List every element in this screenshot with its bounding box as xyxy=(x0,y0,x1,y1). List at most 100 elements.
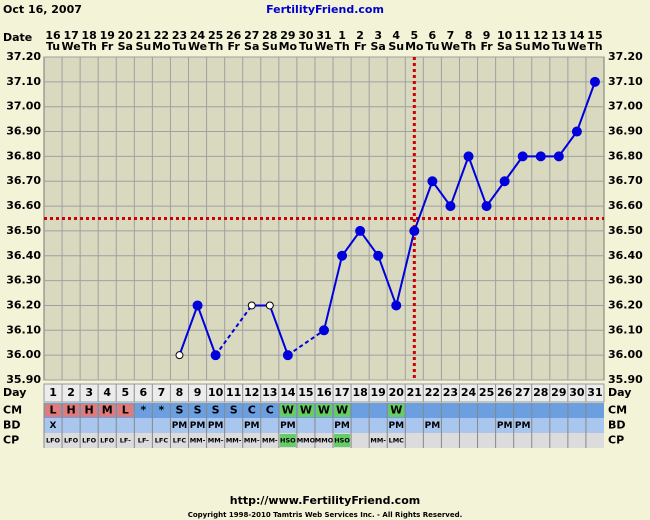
date-label: 22 xyxy=(154,29,169,42)
date-label: 23 xyxy=(172,29,187,42)
row-cell: HSO xyxy=(280,437,296,445)
day-number: 8 xyxy=(176,386,184,399)
weekday-label: We xyxy=(567,40,586,53)
weekday-label: Mo xyxy=(152,40,171,53)
date-label: 8 xyxy=(465,29,473,42)
row-cell: PM xyxy=(388,421,404,431)
weekday-label: Th xyxy=(587,40,602,53)
row-cell: PM xyxy=(280,421,296,431)
date-label: 19 xyxy=(100,29,115,42)
temp-segment xyxy=(485,180,506,207)
y-tick-label: 36.30 xyxy=(6,274,41,287)
weekday-label: Fr xyxy=(228,40,241,53)
y-tick-label-right: 36.80 xyxy=(608,149,643,162)
y-tick-label: 37.10 xyxy=(6,75,41,88)
row-cell: * xyxy=(159,404,165,417)
y-tick-label-right: 37.10 xyxy=(608,75,643,88)
day-number: 28 xyxy=(533,386,548,399)
day-number: 20 xyxy=(389,386,405,399)
row-cell: PM xyxy=(208,421,224,431)
y-tick-label-right: 36.20 xyxy=(608,298,643,311)
y-tick-label: 36.40 xyxy=(6,249,41,262)
cell-highlight xyxy=(99,404,116,417)
row-cell: MM- xyxy=(190,437,206,445)
y-tick-label: 36.60 xyxy=(6,199,41,212)
weekday-label: Sa xyxy=(118,40,133,53)
date-label: 15 xyxy=(587,29,602,42)
weekday-label: Fr xyxy=(480,40,493,53)
open-point xyxy=(265,301,274,310)
point xyxy=(282,350,293,361)
row-cell: LMC xyxy=(389,437,405,445)
day-number: 29 xyxy=(551,386,566,399)
row-cell: MM- xyxy=(244,437,260,445)
row-cell: C xyxy=(266,404,274,417)
date-label: 13 xyxy=(551,29,566,42)
row-cell: S xyxy=(230,404,238,417)
y-tick-label: 36.50 xyxy=(6,224,41,237)
row-cell: LFC xyxy=(173,437,187,445)
date-label: 25 xyxy=(208,29,223,42)
row-cell: W xyxy=(318,404,330,417)
y-tick-label: 36.80 xyxy=(6,149,41,162)
weekday-label: Tu xyxy=(425,40,439,53)
point xyxy=(517,151,528,162)
row-cell: H xyxy=(66,404,75,417)
row-cell: LF- xyxy=(120,437,131,445)
cell-highlight xyxy=(63,404,80,417)
weekday-label: Th xyxy=(208,40,223,53)
row-cell: L xyxy=(50,404,57,417)
row-cell: LF- xyxy=(138,437,149,445)
weekday-label: We xyxy=(188,40,207,53)
weekday-label: Tu xyxy=(299,40,313,53)
date-label: 26 xyxy=(226,29,242,42)
point xyxy=(192,300,203,311)
date-label: 24 xyxy=(190,29,206,42)
open-point xyxy=(247,301,256,310)
y-tick-label-right: 35.90 xyxy=(608,373,643,386)
point xyxy=(571,126,582,137)
row-cell: S xyxy=(194,404,202,417)
day-number: 12 xyxy=(244,386,259,399)
temp-segment xyxy=(413,180,434,232)
row-label: CM xyxy=(3,404,22,417)
weekday-label: We xyxy=(314,40,333,53)
day-number: 18 xyxy=(352,386,367,399)
row-cell: MM- xyxy=(208,437,224,445)
point xyxy=(319,325,329,336)
row-cell: MMO xyxy=(315,437,334,445)
temp-segment xyxy=(575,81,596,132)
row-band xyxy=(44,418,604,433)
date-label: 16 xyxy=(45,29,61,42)
y-tick-label-right: 36.90 xyxy=(608,125,643,138)
row-cell: PM xyxy=(425,421,441,431)
cell-highlight xyxy=(279,434,296,447)
weekday-label: Mo xyxy=(279,40,298,53)
point xyxy=(337,250,348,261)
date-label: 10 xyxy=(497,29,513,42)
row-cell: W xyxy=(336,404,348,417)
weekday-label: Su xyxy=(262,40,278,53)
day-number: 19 xyxy=(371,386,386,399)
temp-segment xyxy=(196,305,217,356)
date-label: 18 xyxy=(82,29,97,42)
day-number: 15 xyxy=(298,386,313,399)
point xyxy=(535,151,546,162)
point xyxy=(355,225,366,236)
day-number: 2 xyxy=(67,386,75,399)
weekday-label: Su xyxy=(135,40,151,53)
row-cell: W xyxy=(282,404,294,417)
weekday-label: Th xyxy=(334,40,349,53)
y-tick-label-right: 36.00 xyxy=(608,348,643,361)
cell-highlight xyxy=(334,434,351,447)
cell-highlight xyxy=(315,404,333,417)
row-label-right: BD xyxy=(608,419,626,432)
date-label: 27 xyxy=(244,29,259,42)
chart-date: Oct 16, 2007 xyxy=(3,3,82,16)
date-label: 21 xyxy=(136,29,151,42)
date-label: 7 xyxy=(447,29,455,42)
row-cell: H xyxy=(85,404,94,417)
temp-segment xyxy=(287,329,325,356)
y-tick-label-right: 37.20 xyxy=(608,50,643,63)
